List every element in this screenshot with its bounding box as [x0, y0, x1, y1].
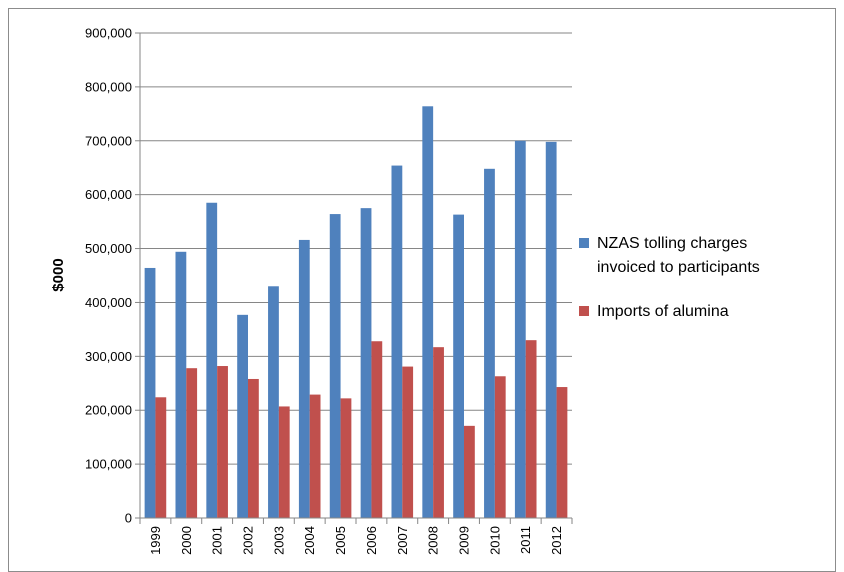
gridlines	[135, 32, 572, 519]
bar-tolling-2007	[391, 165, 403, 518]
y-tick-label: 400,000	[85, 295, 132, 310]
x-tick-label: 2006	[364, 526, 379, 555]
y-tick-label: 900,000	[85, 26, 132, 41]
bars	[144, 106, 568, 519]
legend: NZAS tolling charges invoiced to particip…	[579, 235, 760, 320]
x-tick-label: 2001	[210, 526, 225, 555]
bar-alumina-2005	[340, 398, 352, 518]
x-tick-label: 2011	[518, 526, 533, 554]
y-tick-label: 700,000	[85, 133, 132, 148]
bar-tolling-2005	[329, 214, 341, 518]
y-tick-label: 200,000	[85, 403, 132, 418]
legend-swatch	[579, 238, 589, 248]
legend-label: invoiced to participants	[597, 259, 760, 276]
y-tick-labels: 0 100,000 200,000 300,000 400,000 500,000 600,…	[85, 26, 132, 526]
y-tick-label: 800,000	[85, 79, 132, 94]
bar-alumina-2012	[556, 387, 568, 518]
x-tick-label: 1999	[148, 526, 163, 555]
bar-tolling-2001	[206, 202, 218, 518]
bar-tolling-2006	[360, 208, 372, 518]
x-tick-label: 2012	[549, 526, 564, 555]
x-tick-label: 2007	[395, 526, 410, 555]
axes	[139, 33, 573, 524]
bar-tolling-2010	[484, 168, 495, 519]
bar-alumina-2008	[433, 347, 444, 518]
bar-tolling-2000	[175, 251, 187, 519]
x-tick-label: 2002	[241, 526, 256, 555]
x-tick-label: 2010	[487, 526, 502, 555]
bar-tolling-2011	[514, 140, 526, 518]
x-tick-label: 2003	[271, 526, 286, 555]
bar-tolling-2002	[237, 314, 248, 518]
bar-alumina-2002	[248, 378, 259, 518]
x-tick-label: 2009	[457, 526, 472, 555]
bar-alumina-2003	[278, 406, 290, 518]
bar-alumina-1999	[155, 397, 167, 518]
bar-alumina-2000	[186, 368, 198, 518]
y-tick-label: 100,000	[85, 457, 132, 472]
bar-alumina-2009	[464, 425, 475, 518]
x-tick-label: 2008	[426, 526, 441, 555]
x-tick-label: 2005	[333, 526, 348, 555]
bar-alumina-2007	[402, 366, 414, 518]
x-tick-label: 2004	[302, 526, 317, 555]
y-tick-label: 300,000	[85, 349, 132, 364]
bar-tolling-2003	[268, 286, 279, 518]
bar-tolling-1999	[144, 267, 156, 518]
y-axis-label: $000	[50, 258, 67, 291]
y-tick-label: 600,000	[85, 187, 132, 202]
y-tick-label: 500,000	[85, 241, 132, 256]
bar-alumina-2006	[371, 341, 383, 518]
bar-alumina-2011	[525, 340, 537, 518]
bar-alumina-2004	[309, 394, 321, 518]
legend-label: NZAS tolling charges	[597, 235, 747, 252]
y-tick-label: 0	[125, 511, 132, 526]
legend-label: Imports of alumina	[597, 303, 729, 320]
x-tick-labels: 1999 2000 2001 2002 2003 2004 2005 2006 2007 2008…	[148, 526, 564, 555]
x-tick-label: 2000	[179, 526, 194, 555]
bar-alumina-2001	[217, 366, 228, 518]
legend-swatch	[579, 306, 589, 316]
bar-tolling-2004	[298, 239, 310, 518]
bar-alumina-2010	[494, 376, 506, 518]
bar-tolling-2009	[453, 214, 464, 519]
bar-tolling-2008	[422, 106, 434, 518]
bar-tolling-2012	[545, 141, 557, 519]
